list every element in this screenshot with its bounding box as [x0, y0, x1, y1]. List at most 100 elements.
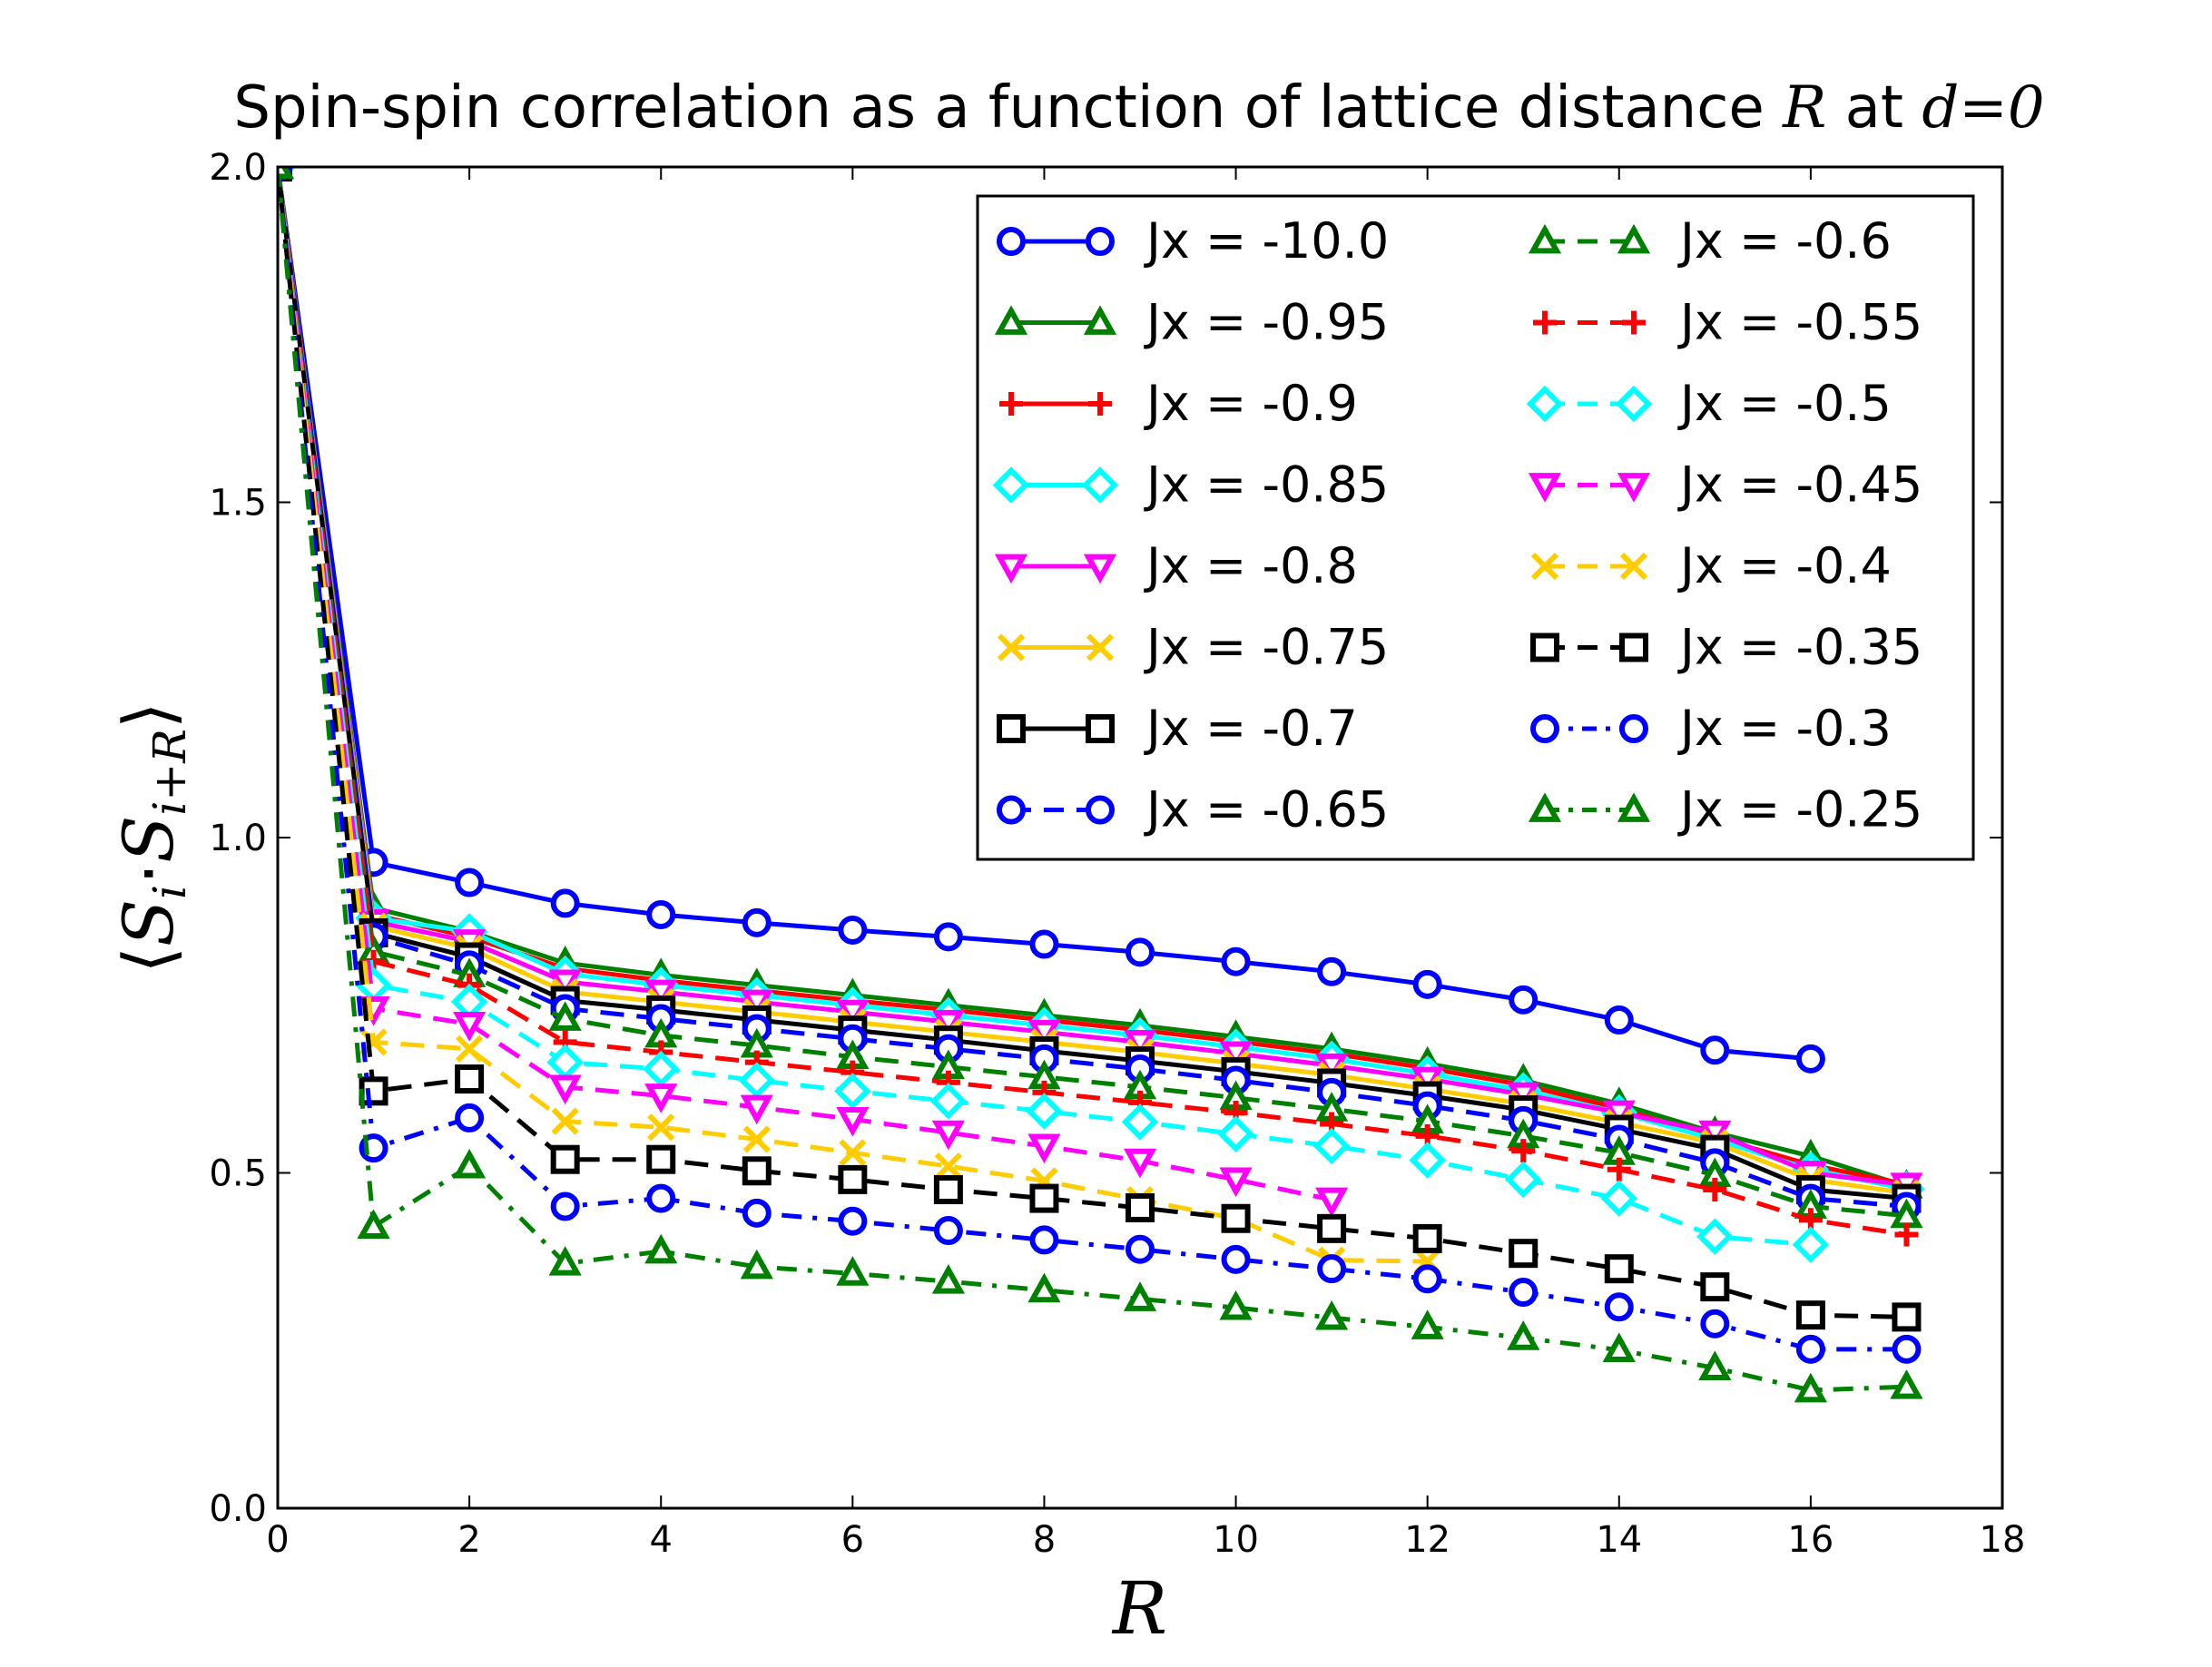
data-point: [738, 1062, 776, 1099]
data-point: [1026, 1093, 1063, 1130]
legend-marker: [1086, 795, 1115, 825]
legend-label: Jx = -0.4: [1677, 537, 1892, 594]
data-point: [1504, 1161, 1542, 1199]
data-point: [1409, 1142, 1446, 1179]
series-line: [278, 167, 1908, 1189]
y-axis-label: ⟨Si·Si+R⟩: [108, 701, 196, 973]
legend-marker: [997, 633, 1026, 662]
legend-entry: Jx = -0.95: [994, 294, 1389, 351]
data-point: [1698, 1350, 1732, 1380]
legend-entry: Jx = -10.0: [997, 212, 1389, 270]
y-label-open: ⟨: [108, 946, 189, 974]
legend-entry: Jx = -0.65: [997, 781, 1389, 838]
data-point: [455, 1103, 485, 1133]
legend-marker: [1530, 714, 1559, 743]
data-point: [1221, 1203, 1251, 1233]
data-point: [1217, 1115, 1254, 1152]
data-point: [1795, 1300, 1825, 1330]
data-point: [359, 1076, 388, 1106]
data-point: [1700, 1035, 1730, 1065]
data-point: [838, 1206, 868, 1236]
legend-entry: Jx = -0.6: [1528, 212, 1892, 270]
series-10: [278, 167, 1919, 1247]
legend-marker: [992, 466, 1030, 504]
data-point: [550, 1191, 580, 1221]
legend-entry: Jx = -0.35: [1530, 619, 1922, 676]
data-point: [1219, 1289, 1253, 1320]
data-point: [1027, 1272, 1061, 1303]
data-point: [933, 1216, 963, 1246]
legend-entry: Jx = -0.85: [992, 456, 1389, 514]
legend-entry: Jx = -0.7: [997, 700, 1358, 757]
x-tick-label: 4: [649, 1519, 672, 1561]
legend-marker: [1617, 223, 1651, 254]
x-tick-label: 12: [1404, 1519, 1450, 1561]
data-point: [548, 1246, 582, 1276]
legend-marker: [1088, 392, 1112, 416]
series-14: [278, 167, 1922, 1332]
data-point: [1509, 985, 1539, 1015]
chart-title-eq: d=0: [1922, 74, 2044, 142]
y-tick-label: 1.0: [209, 818, 267, 859]
legend-label: Jx = -0.7: [1144, 700, 1358, 757]
legend-label: Jx = -0.55: [1677, 294, 1922, 351]
legend-label: Jx = -0.95: [1144, 294, 1389, 351]
data-point: [1317, 1254, 1347, 1284]
data-point: [1412, 969, 1442, 999]
data-point: [1509, 1278, 1539, 1308]
y-tick-label: 2.0: [209, 147, 267, 189]
data-point: [836, 1106, 870, 1137]
legend-marker: [1619, 632, 1648, 662]
series-line: [278, 167, 1907, 1352]
data-point: [1317, 956, 1347, 986]
data-point: [931, 1264, 965, 1294]
data-point: [1317, 1213, 1347, 1243]
legend-marker: [1086, 227, 1115, 256]
data-point: [1221, 1244, 1251, 1274]
legend-label: Jx = -0.35: [1677, 619, 1922, 676]
series-15: [278, 167, 1922, 1364]
legend-marker: [997, 227, 1026, 256]
data-point: [1509, 1239, 1539, 1269]
data-point: [839, 1139, 867, 1167]
data-point: [1121, 1103, 1159, 1141]
legend-marker: [997, 714, 1026, 743]
legend-entry: Jx = -0.8: [994, 537, 1358, 594]
legend-entry: Jx = -0.9: [999, 375, 1358, 432]
data-point: [644, 1233, 678, 1264]
series-layer: [278, 167, 1925, 1403]
x-axis-label: R: [1111, 1566, 1167, 1651]
y-label-close: ⟩: [108, 701, 189, 729]
legend-entry: Jx = -0.25: [1528, 781, 1922, 838]
legend-marker: [1526, 385, 1564, 423]
data-point: [1315, 1187, 1349, 1218]
data-point: [742, 1156, 772, 1186]
legend-marker: [1528, 473, 1562, 503]
legend-entry: Jx = -0.4: [1530, 537, 1892, 594]
legend-entry: Jx = -0.75: [997, 619, 1389, 676]
chart-title: Spin-spin correlation as a function of l…: [233, 74, 2044, 142]
data-point: [929, 1083, 968, 1120]
y-label-s2: S: [108, 816, 189, 863]
data-point: [742, 1125, 771, 1153]
data-point: [1411, 1309, 1444, 1339]
data-point: [551, 1107, 579, 1135]
y-label-dot: ·: [108, 863, 189, 885]
data-point: [1892, 1334, 1922, 1364]
data-point: [1703, 1177, 1727, 1201]
data-point: [1507, 1320, 1540, 1350]
legend-label: Jx = -0.45: [1677, 456, 1922, 514]
x-tick-label: 10: [1213, 1519, 1259, 1561]
data-point: [644, 1084, 678, 1113]
data-point: [455, 868, 485, 897]
data-point: [455, 1035, 484, 1063]
legend-entry: Jx = -0.3: [1530, 700, 1892, 757]
legend-marker: [1528, 792, 1562, 822]
y-label-sub1: i: [143, 885, 196, 899]
data-point: [1792, 1226, 1830, 1263]
data-point: [1126, 937, 1155, 967]
series-line: [278, 167, 1907, 1237]
data-point: [1029, 1225, 1059, 1255]
data-point: [834, 1073, 871, 1110]
